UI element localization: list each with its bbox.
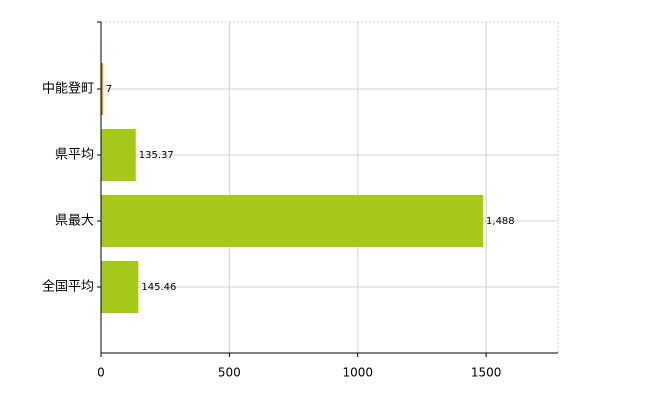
bar [101,129,136,181]
y-tick-label: 全国平均 [42,279,94,295]
y-tick-label: 中能登町 [42,82,94,97]
x-tick-label: 500 [218,366,241,380]
value-label: 145.46 [141,282,176,293]
bar [101,63,103,115]
x-tick-label: 1500 [471,366,502,380]
value-label: 7 [106,84,112,95]
y-tick-label: 県最大 [55,214,94,229]
value-label: 135.37 [139,150,174,161]
bar [101,195,484,247]
value-label: 1,488 [486,216,515,227]
y-tick-label: 県平均 [55,148,94,163]
bar [101,261,139,313]
x-tick-label: 1000 [342,366,373,380]
x-tick-label: 0 [97,366,105,380]
